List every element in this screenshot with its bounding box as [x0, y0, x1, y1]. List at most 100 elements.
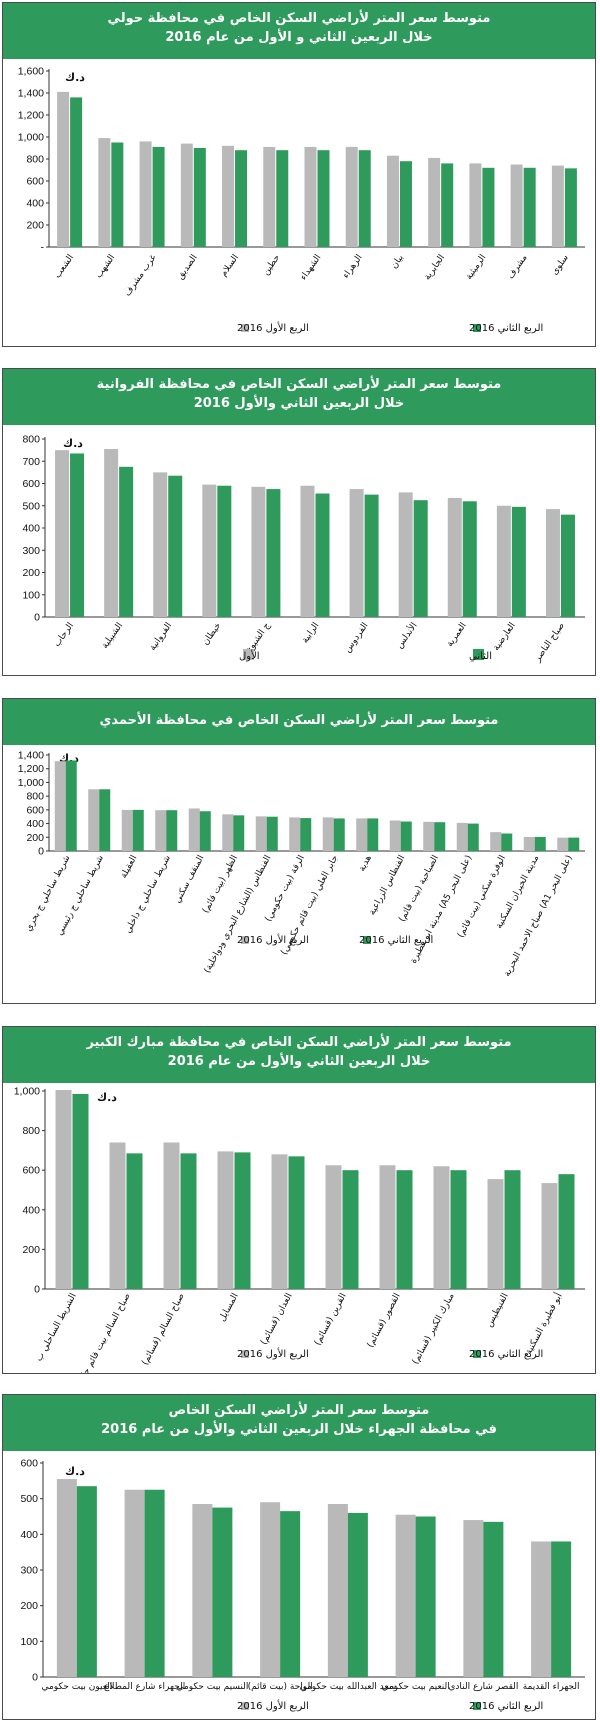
- bar-q1: [496, 505, 511, 617]
- legend-swatch-q2: [363, 936, 371, 944]
- category-label: الشبيلية: [100, 621, 125, 651]
- unit-label: د.ك: [65, 71, 85, 84]
- chart-title: متوسط سعر المتر لأراضي السكن الخاص في مح…: [99, 713, 499, 728]
- bar-q2: [234, 1152, 251, 1289]
- bar-q2: [400, 821, 412, 851]
- bar-q1: [510, 164, 523, 247]
- bar-q1: [163, 1142, 180, 1289]
- bar-q2: [450, 1170, 467, 1289]
- y-tick-label: 600: [20, 1458, 38, 1470]
- bar-q2: [233, 815, 245, 851]
- y-tick-label: 400: [26, 818, 44, 830]
- bar-q1: [124, 1489, 145, 1677]
- bar-q2: [212, 1507, 233, 1677]
- y-tick-label: 400: [22, 1204, 40, 1216]
- y-tick-label: 200: [22, 567, 40, 579]
- category-label: الواحة (بيت قائم): [248, 1682, 313, 1692]
- y-tick-label: 1,000: [18, 777, 44, 789]
- bar-q2: [523, 167, 536, 247]
- bar-q1: [398, 492, 413, 617]
- chart-title: متوسط سعر المتر لأراضي السكن الخاص في مح…: [107, 11, 491, 26]
- y-tick-label: 1,200: [18, 110, 44, 122]
- bar-q1: [386, 155, 399, 247]
- bar-q2: [413, 500, 428, 617]
- bar-q1: [487, 1179, 504, 1289]
- legend-swatch-q2: [473, 649, 484, 660]
- unit-label: د.ك: [65, 1465, 85, 1478]
- y-tick-label: 100: [20, 1636, 38, 1648]
- category-label: الفنيطيس: [485, 1292, 511, 1329]
- legend-label-q2: الثاني: [469, 651, 492, 662]
- unit-label: د.ك: [63, 437, 83, 450]
- bar-q2: [126, 1153, 143, 1289]
- bar-q1: [255, 816, 267, 851]
- legend-label-q2: الربع الثاني 2016: [469, 1701, 543, 1712]
- bar-q1: [88, 789, 100, 851]
- category-label: خيطان: [201, 621, 224, 647]
- bar-q2: [441, 163, 454, 247]
- bar-q1: [456, 822, 468, 851]
- y-tick-label: 500: [20, 1493, 38, 1505]
- bar-q1: [345, 146, 358, 247]
- bar-q1: [263, 146, 276, 247]
- y-tick-label: 800: [26, 154, 44, 166]
- bar-q1: [379, 1165, 396, 1289]
- bar-q1: [322, 817, 334, 851]
- chart-panel-farwaniya: متوسط سعر المتر لأراضي السكن الخاص في مح…: [2, 368, 596, 676]
- bar-q2: [266, 489, 281, 617]
- bar-q1: [188, 808, 200, 851]
- bar-q1: [55, 450, 70, 617]
- y-tick-label: 200: [22, 1244, 40, 1256]
- y-tick-label: 0: [34, 612, 40, 624]
- bar-q1: [192, 1504, 213, 1677]
- legend-swatch-q2: [473, 1702, 481, 1710]
- category-label: صباح الاحمد البحرية (A1 على البحر): [502, 854, 575, 979]
- category-label: أبو فطيرة السكنية: [522, 1291, 565, 1357]
- category-label: القصر شارع النادي: [448, 1682, 518, 1692]
- bar-q2: [166, 810, 178, 851]
- bar-q2: [217, 485, 232, 617]
- bar-q2: [467, 823, 479, 851]
- bar-q2: [266, 816, 278, 851]
- category-label: الرميثية: [464, 253, 488, 282]
- category-label: النعيم بيت حكومي: [381, 1682, 449, 1692]
- y-tick-label: 200: [26, 220, 44, 232]
- bar-q2: [415, 1516, 436, 1677]
- bar-q1: [447, 497, 462, 617]
- category-label: النسيم بيت حكومي: [176, 1682, 248, 1692]
- category-label: مبارك الكبير (قسائم): [411, 1292, 457, 1367]
- bar-q2: [180, 1153, 197, 1289]
- bar-q1: [289, 817, 301, 851]
- category-label: الرحاب: [52, 621, 76, 649]
- legend-label-q2: الربع الثاني 2016: [359, 935, 433, 946]
- chart-header: متوسط سعر المتر لأراضي السكن الخاص في مح…: [3, 369, 595, 425]
- bar-q1: [57, 91, 70, 248]
- bar-q1: [545, 509, 560, 617]
- category-label: الزهراء: [341, 253, 364, 281]
- chart-subtitle: خلال الربعين الثاني والأول من عام 2016: [167, 1054, 431, 1069]
- bar-q1: [56, 1479, 77, 1677]
- bar-q1: [325, 1165, 342, 1289]
- bar-q1: [54, 761, 66, 851]
- bar-q2: [76, 1486, 97, 1677]
- y-tick-label: 800: [22, 434, 40, 446]
- category-label: العدان (قسائم): [259, 1292, 295, 1347]
- category-label: الشهب: [94, 253, 117, 280]
- legend-swatch-q1: [241, 1350, 249, 1358]
- bar-q2: [235, 150, 248, 247]
- bar-q2: [482, 167, 495, 247]
- bar-q1: [356, 818, 368, 851]
- y-tick-label: 600: [26, 176, 44, 188]
- y-tick-label: 800: [22, 1125, 40, 1137]
- y-tick-label: 400: [20, 1529, 38, 1541]
- category-label: مشرف: [506, 253, 530, 281]
- bar-q1: [541, 1183, 558, 1289]
- category-label: الفنطاس الزراعية: [367, 854, 407, 917]
- chart-header: متوسط سعر المتر لأراضي السكن الخاص في مح…: [3, 1027, 595, 1083]
- category-label: صباح الناصر: [532, 621, 567, 664]
- category-label: حطين: [261, 253, 282, 277]
- bar-q2: [72, 1093, 89, 1289]
- bar-q1: [104, 449, 119, 617]
- category-label: المنقف سكني: [173, 854, 207, 905]
- category-label: الفروانية: [148, 621, 174, 653]
